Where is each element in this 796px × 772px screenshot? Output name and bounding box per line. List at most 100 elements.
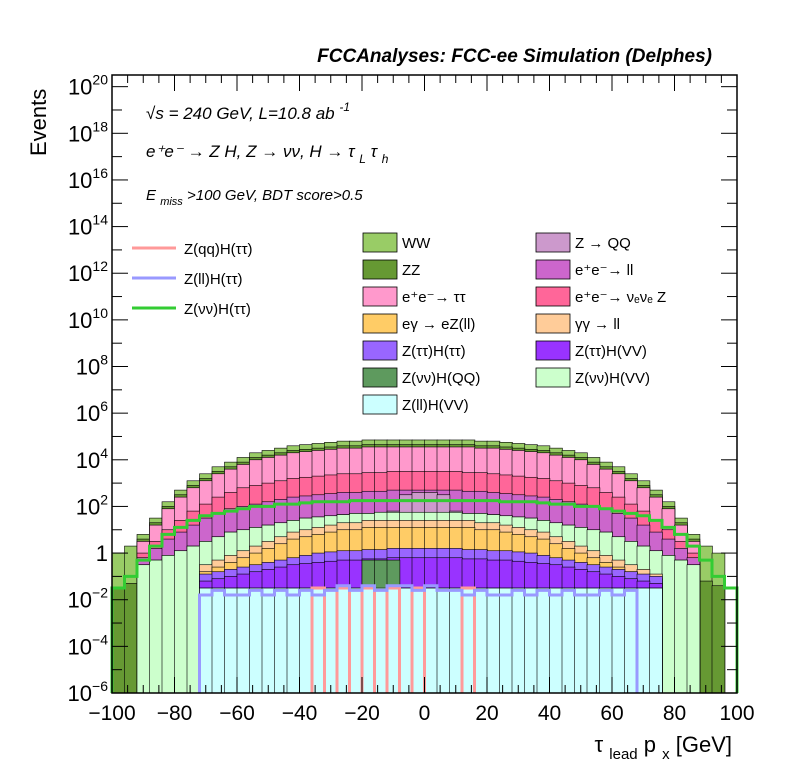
x-tick-label: −80 bbox=[157, 702, 193, 725]
legend-label: Z(ll)H(VV) bbox=[402, 397, 469, 414]
y-tick-label: 1016 bbox=[68, 165, 108, 193]
bar bbox=[674, 559, 688, 694]
y-tick-label: 102 bbox=[76, 491, 108, 519]
legend-label: Z → QQ bbox=[575, 235, 631, 252]
y-tick-label: 1014 bbox=[68, 212, 108, 240]
legend-box-swatch bbox=[535, 232, 571, 253]
bar bbox=[211, 587, 226, 694]
y-axis-label: Events bbox=[26, 89, 51, 156]
chart-title: FCCAnalyses: FCC-ee Simulation (Delphes) bbox=[317, 46, 712, 67]
legend-label: e⁺e⁻→ ll bbox=[575, 262, 633, 279]
legend-box-swatch bbox=[535, 313, 571, 334]
legend-box-swatch bbox=[362, 313, 398, 334]
annotation-tau: τ bbox=[371, 142, 379, 161]
legend-box-swatch bbox=[362, 340, 398, 361]
bar bbox=[136, 564, 151, 694]
bar bbox=[449, 587, 463, 694]
legend-label: Z(νν)H(VV) bbox=[575, 370, 650, 387]
legend-box-swatch bbox=[535, 367, 571, 388]
bar bbox=[299, 587, 313, 694]
bar bbox=[186, 545, 201, 694]
bar bbox=[174, 550, 188, 694]
x-tick-label: 60 bbox=[600, 702, 623, 725]
legend-label: WW bbox=[402, 235, 431, 252]
annotation-process: e⁺e⁻ → Z H, Z → νν, H → τ bbox=[146, 142, 356, 161]
annotation-emiss-sub: miss bbox=[160, 196, 183, 208]
x-tick-label: 100 bbox=[719, 702, 754, 725]
y-tick-label: 1010 bbox=[68, 305, 108, 333]
legend: Z(qq)H(ττ) Z(ll)H(ττ) Z(νν)H(ττ) WW ZZ e⁺e⁻→ … bbox=[132, 232, 666, 415]
svg-text:e⁺e⁻ → Z H, Z → νν, H → τ: e⁺e⁻ → Z H, Z → νν, H → τ L τ h bbox=[146, 142, 389, 167]
x-tick-label: −40 bbox=[282, 702, 318, 725]
bar bbox=[311, 587, 326, 694]
bar bbox=[474, 587, 488, 694]
bar bbox=[374, 587, 388, 694]
bar bbox=[349, 587, 363, 694]
bar bbox=[411, 587, 426, 694]
bar bbox=[149, 559, 163, 694]
legend-box-swatch bbox=[535, 259, 571, 280]
series-line-z-qq-h- bbox=[310, 586, 476, 693]
legend-box-swatch bbox=[362, 286, 398, 307]
bar bbox=[649, 587, 663, 694]
svg-text:√s = 240 GeV, L=10.8 ab: √s = 240 GeV, L=10.8 ab -1 bbox=[146, 100, 350, 123]
annotation-block: √s = 240 GeV, L=10.8 ab -1 e⁺e⁻ → Z H, Z… bbox=[146, 100, 389, 209]
annotation-emiss: E bbox=[146, 187, 157, 204]
legend-label: Z(ττ)H(ττ) bbox=[402, 343, 466, 360]
annotation-sub-h: h bbox=[382, 152, 389, 166]
legend-box-swatch bbox=[362, 259, 398, 280]
y-tick-label: 1 bbox=[96, 541, 108, 566]
x-label-sub: lead bbox=[609, 746, 637, 763]
legend-box-swatch bbox=[535, 286, 571, 307]
bar bbox=[711, 585, 726, 694]
x-tick-label: −60 bbox=[219, 702, 255, 725]
y-tick-label: 104 bbox=[76, 445, 108, 473]
x-label-psub: x bbox=[662, 746, 670, 763]
x-tick-label: −20 bbox=[344, 702, 380, 725]
x-tick-label: −100 bbox=[88, 702, 135, 725]
legend-box-swatch bbox=[362, 232, 398, 253]
legend-label: eγ → eZ(ll) bbox=[402, 316, 475, 333]
legend-label: Z(ll)H(ττ) bbox=[184, 271, 243, 288]
series-line-z-h- bbox=[110, 499, 739, 693]
legend-label: ZZ bbox=[402, 262, 420, 279]
bar bbox=[661, 555, 676, 694]
x-tick-label: 80 bbox=[663, 702, 686, 725]
y-tick-label: 108 bbox=[76, 352, 108, 380]
bar bbox=[536, 587, 551, 694]
legend-label: e⁺e⁻→ ττ bbox=[402, 289, 466, 306]
y-tick-label: 10−2 bbox=[68, 585, 109, 613]
bar bbox=[599, 587, 613, 694]
plot-area bbox=[111, 439, 726, 694]
legend-box-swatch bbox=[362, 367, 398, 388]
annotation-sub-L: L bbox=[359, 152, 366, 166]
bar bbox=[161, 555, 176, 694]
bar bbox=[424, 587, 438, 694]
bar bbox=[611, 587, 626, 694]
y-tick-label: 106 bbox=[76, 398, 108, 426]
bar bbox=[486, 587, 501, 694]
legend-label: Z(νν)H(QQ) bbox=[402, 370, 480, 387]
legend-label: e⁺e⁻→ νₑνₑ Z bbox=[575, 289, 666, 306]
bar bbox=[436, 587, 451, 694]
svg-text:E miss >100 GeV, B: E miss >100 GeV, BDT score>0.5 bbox=[146, 187, 363, 209]
annotation-lumi-exp: -1 bbox=[339, 100, 350, 114]
bar bbox=[361, 587, 376, 694]
x-tick-label: 20 bbox=[475, 702, 498, 725]
bar bbox=[399, 587, 413, 694]
bar bbox=[524, 587, 538, 694]
legend-box-swatch bbox=[362, 394, 398, 415]
bar bbox=[249, 587, 263, 694]
legend-box-swatch bbox=[535, 340, 571, 361]
signal-lines bbox=[110, 499, 739, 693]
bar bbox=[511, 587, 526, 694]
bar bbox=[574, 587, 588, 694]
bar bbox=[336, 587, 351, 694]
y-tick-label: 1020 bbox=[68, 72, 108, 100]
bar bbox=[686, 564, 701, 694]
bar bbox=[561, 587, 576, 694]
legend-label: γγ → ll bbox=[575, 316, 620, 333]
bar bbox=[699, 580, 713, 694]
series-line-z-ll-h- bbox=[198, 584, 639, 693]
